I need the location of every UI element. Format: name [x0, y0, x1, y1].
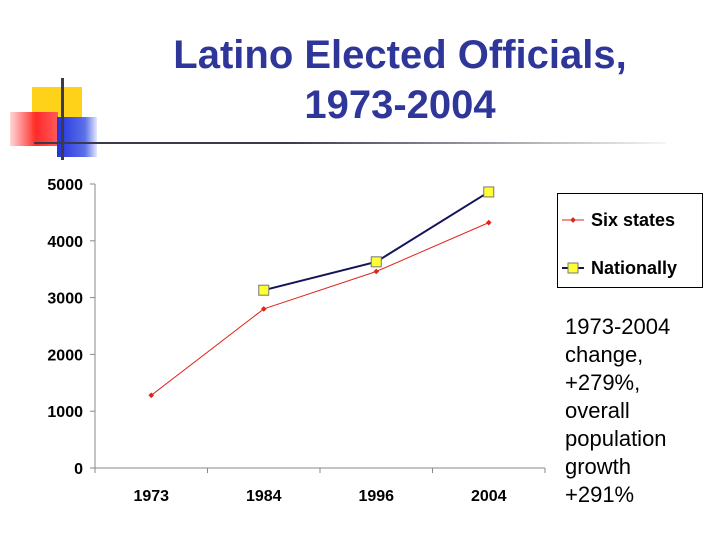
- data-point-six-states: [260, 306, 267, 312]
- note-line: +279%,: [565, 370, 641, 395]
- x-tick-label: 2004: [471, 488, 507, 505]
- decor-horizontal-line: [34, 142, 666, 144]
- legend-marker-six-states: [570, 217, 576, 223]
- legend-marker-nationally: [567, 262, 579, 274]
- change-note: 1973-2004 change, +279%, overall population g…: [565, 313, 715, 509]
- series-line-nationally: [263, 191, 490, 292]
- decor-vertical-line: [61, 78, 64, 160]
- data-point-nationally: [483, 186, 495, 198]
- y-tick-label: 1000: [47, 404, 83, 421]
- note-line: growth: [565, 454, 632, 479]
- note-line: change,: [565, 342, 644, 367]
- note-line: +291%: [565, 482, 635, 507]
- data-point-six-states: [485, 219, 492, 226]
- data-point-six-states: [373, 268, 380, 275]
- y-axis: 0 1000 2000 3000 4000 5000: [47, 177, 96, 478]
- chart-legend: Six states Nationally: [562, 210, 677, 278]
- data-point-nationally: [370, 256, 382, 268]
- decor-red-square: [10, 112, 58, 146]
- x-tick-label: 1984: [246, 488, 282, 505]
- series-line-six-states: [150, 222, 489, 396]
- chart-legend-box: [557, 193, 703, 288]
- note-line: 1973-2004: [565, 314, 671, 339]
- y-tick-label: 5000: [47, 177, 83, 194]
- y-tick-label: 4000: [47, 234, 83, 251]
- x-tick-label: 1996: [358, 488, 394, 505]
- slide-title: Latino Elected Officials, 1973-2004: [100, 30, 700, 130]
- chart-series: [148, 186, 495, 399]
- data-point-six-states: [148, 392, 155, 399]
- x-axis: 1973 1984 1996 2004: [94, 467, 546, 505]
- title-line-2: 1973-2004: [304, 83, 496, 127]
- y-tick-label: 3000: [47, 291, 83, 308]
- note-line: overall: [565, 398, 630, 423]
- note-line: population: [565, 426, 667, 451]
- legend-label: Nationally: [591, 258, 677, 278]
- x-tick-label: 1973: [133, 488, 169, 505]
- title-line-1: Latino Elected Officials,: [173, 33, 627, 77]
- legend-label: Six states: [591, 210, 675, 230]
- y-tick-label: 0: [74, 461, 83, 478]
- y-tick-label: 2000: [47, 347, 83, 364]
- data-point-nationally: [258, 284, 270, 296]
